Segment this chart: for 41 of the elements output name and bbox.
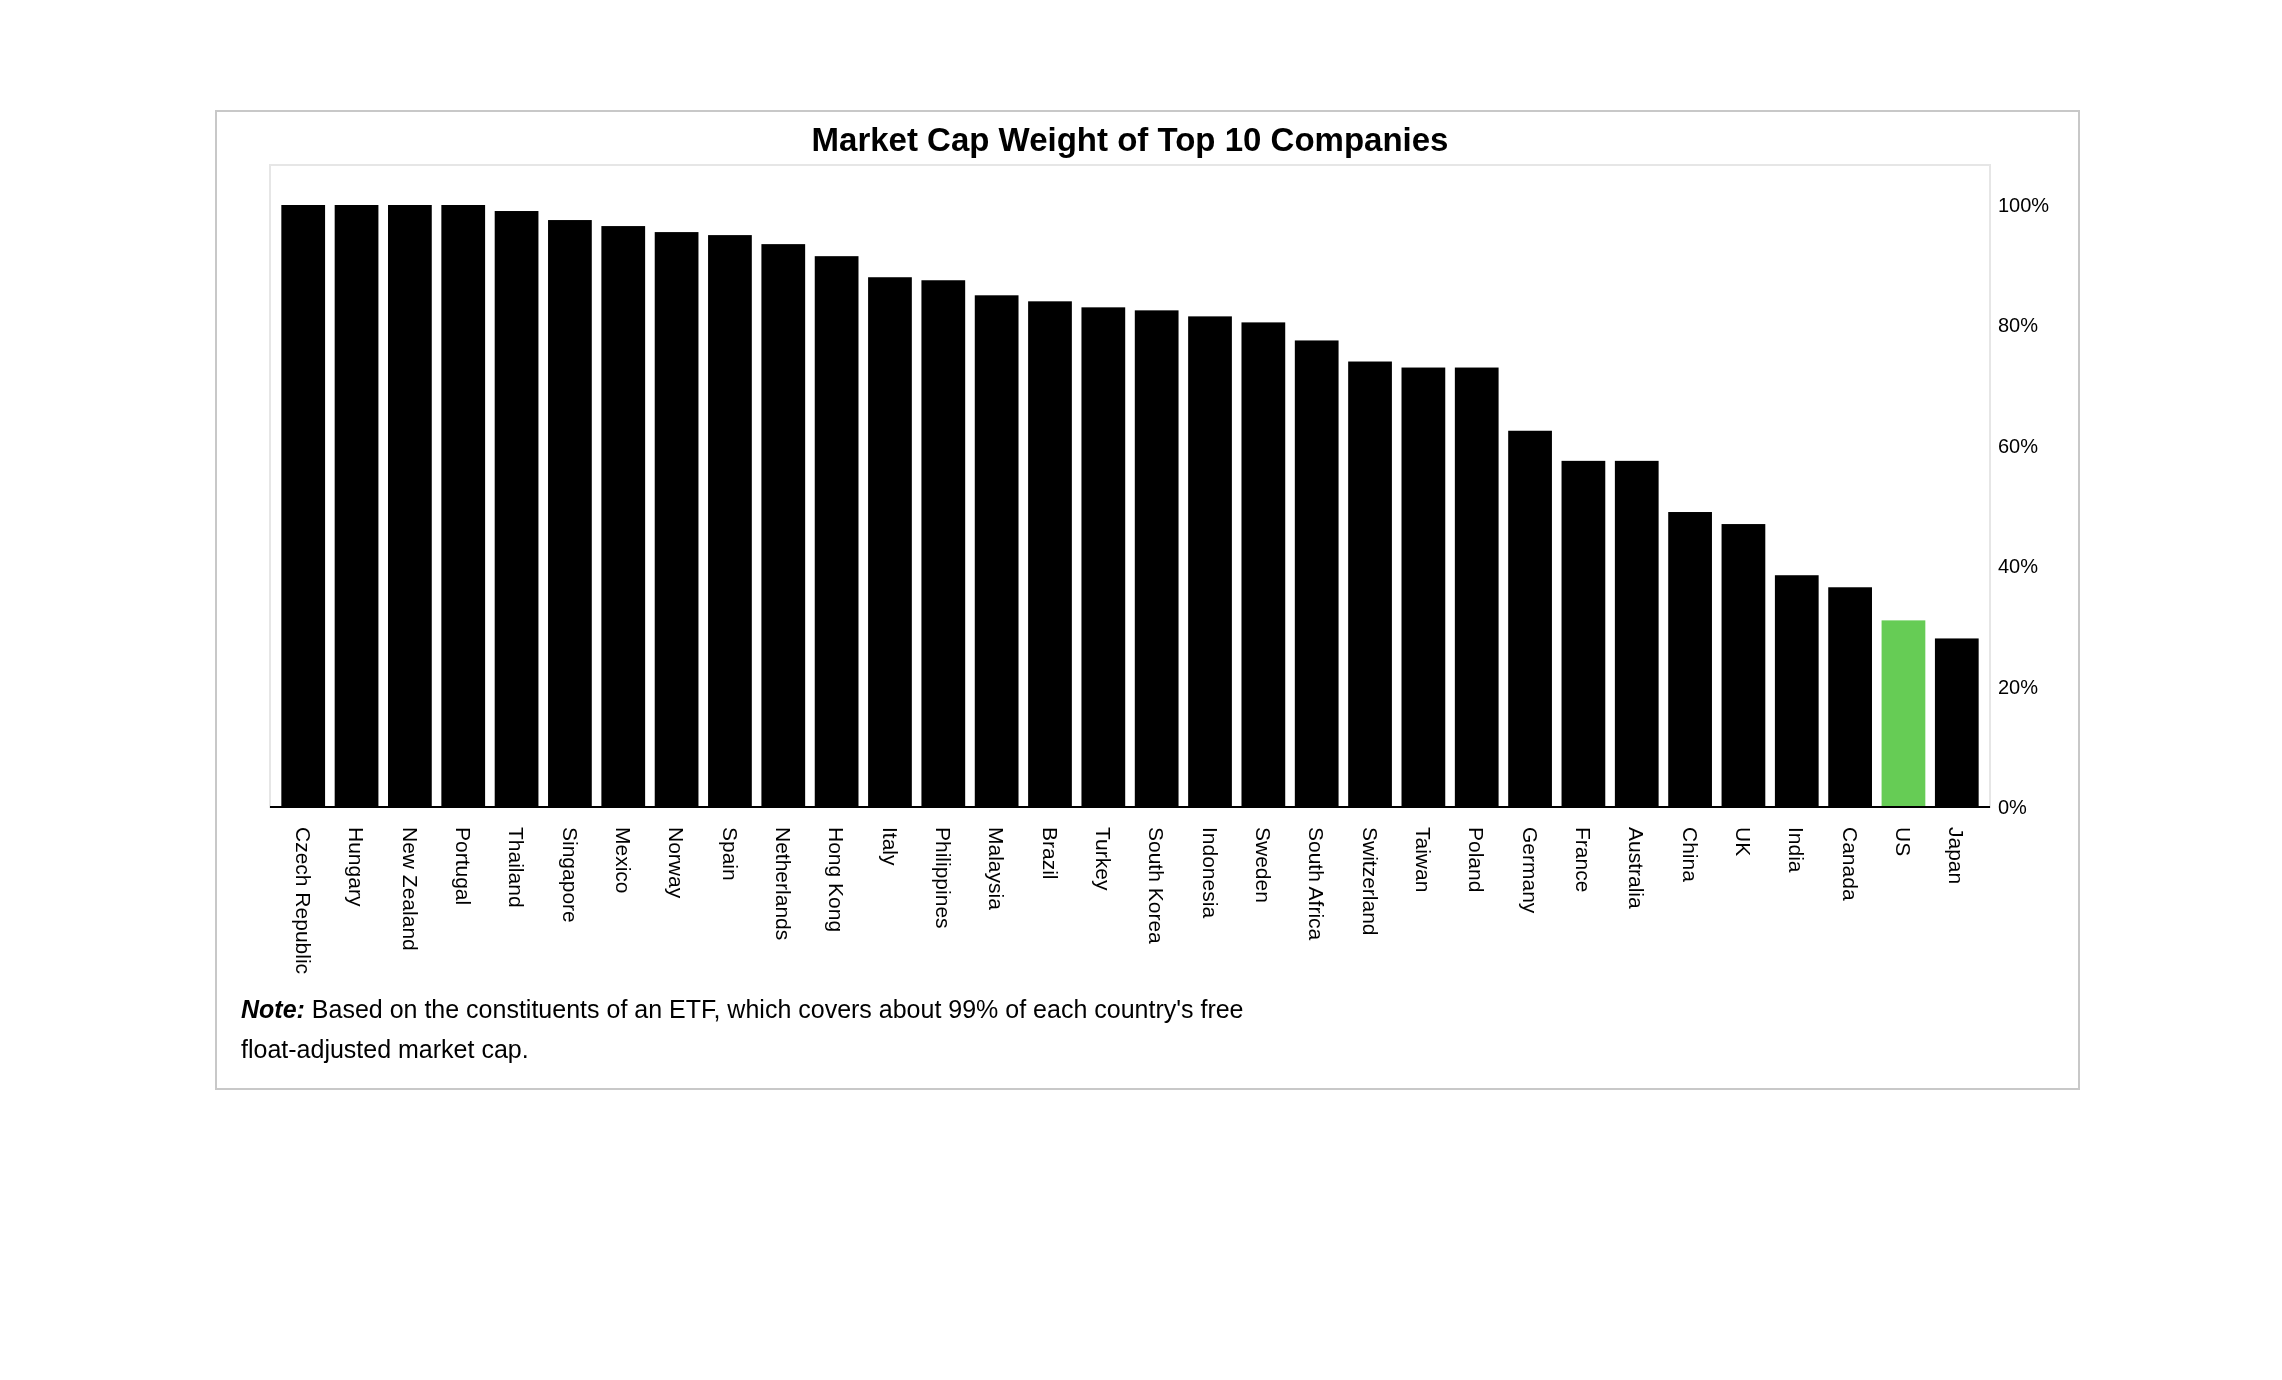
text: Note: Based on the constituents of an ETF, which covers about 99% of each country's free float-adjusted market cap. [241,995,1244,1063]
x-tick-label: Switzerland [1358,827,1382,936]
x-tick-label: Germany [1518,827,1542,914]
x-tick-label: Thailand [505,827,529,908]
x-tick-label: Philippines [931,827,955,929]
x-tick-label: Turkey [1091,827,1115,891]
x-tick-label: UK [1732,827,1756,857]
x-tick-label: Canada [1838,827,1862,901]
x-tick-label: Mexico [611,827,635,894]
x-tick-label: Japan [1945,827,1969,885]
y-tick-label: 20% [1998,675,2039,698]
x-tick-label: South Korea [1145,827,1169,945]
x-tick-label: Poland [1465,827,1489,893]
x-tick-label: India [1785,827,1809,873]
y-tick-label: 80% [1998,314,2039,337]
x-tick-label: South Africa [1305,827,1329,941]
x-tick-label: Indonesia [1198,827,1222,919]
x-tick-label: Sweden [1252,827,1275,903]
x-tick-label: Singapore [558,827,582,923]
bar [1881,620,1926,807]
x-tick-label: France [1572,827,1596,893]
y-tick-label: 40% [1998,555,2039,578]
x-tick-label: Hong Kong [825,827,849,933]
x-tick-label: Italy [878,827,902,867]
x-tick-label: Brazil [1038,827,1062,880]
x-tick-label: Taiwan [1412,827,1436,893]
x-tick-label: Norway [665,827,689,899]
x-tick-label: US [1892,827,1916,857]
y-tick-label: 60% [1998,434,2039,457]
x-tick-label: Czech Republic [291,827,315,975]
y-tick-label: 100% [1998,194,2050,216]
x-tick-label: Hungary [345,827,369,907]
x-tick-label: Malaysia [985,827,1009,911]
chart-title: Market Cap Weight of Top 10 Companies [811,121,1449,158]
y-tick-label: 0% [1998,796,2028,818]
x-tick-label: China [1678,827,1702,883]
x-tick-label: Portugal [451,827,475,906]
x-tick-label: Spain [718,827,742,881]
x-tick-label: Netherlands [771,827,795,941]
x-tick-label: New Zealand [398,827,422,951]
x-tick-label: Australia [1625,827,1649,910]
